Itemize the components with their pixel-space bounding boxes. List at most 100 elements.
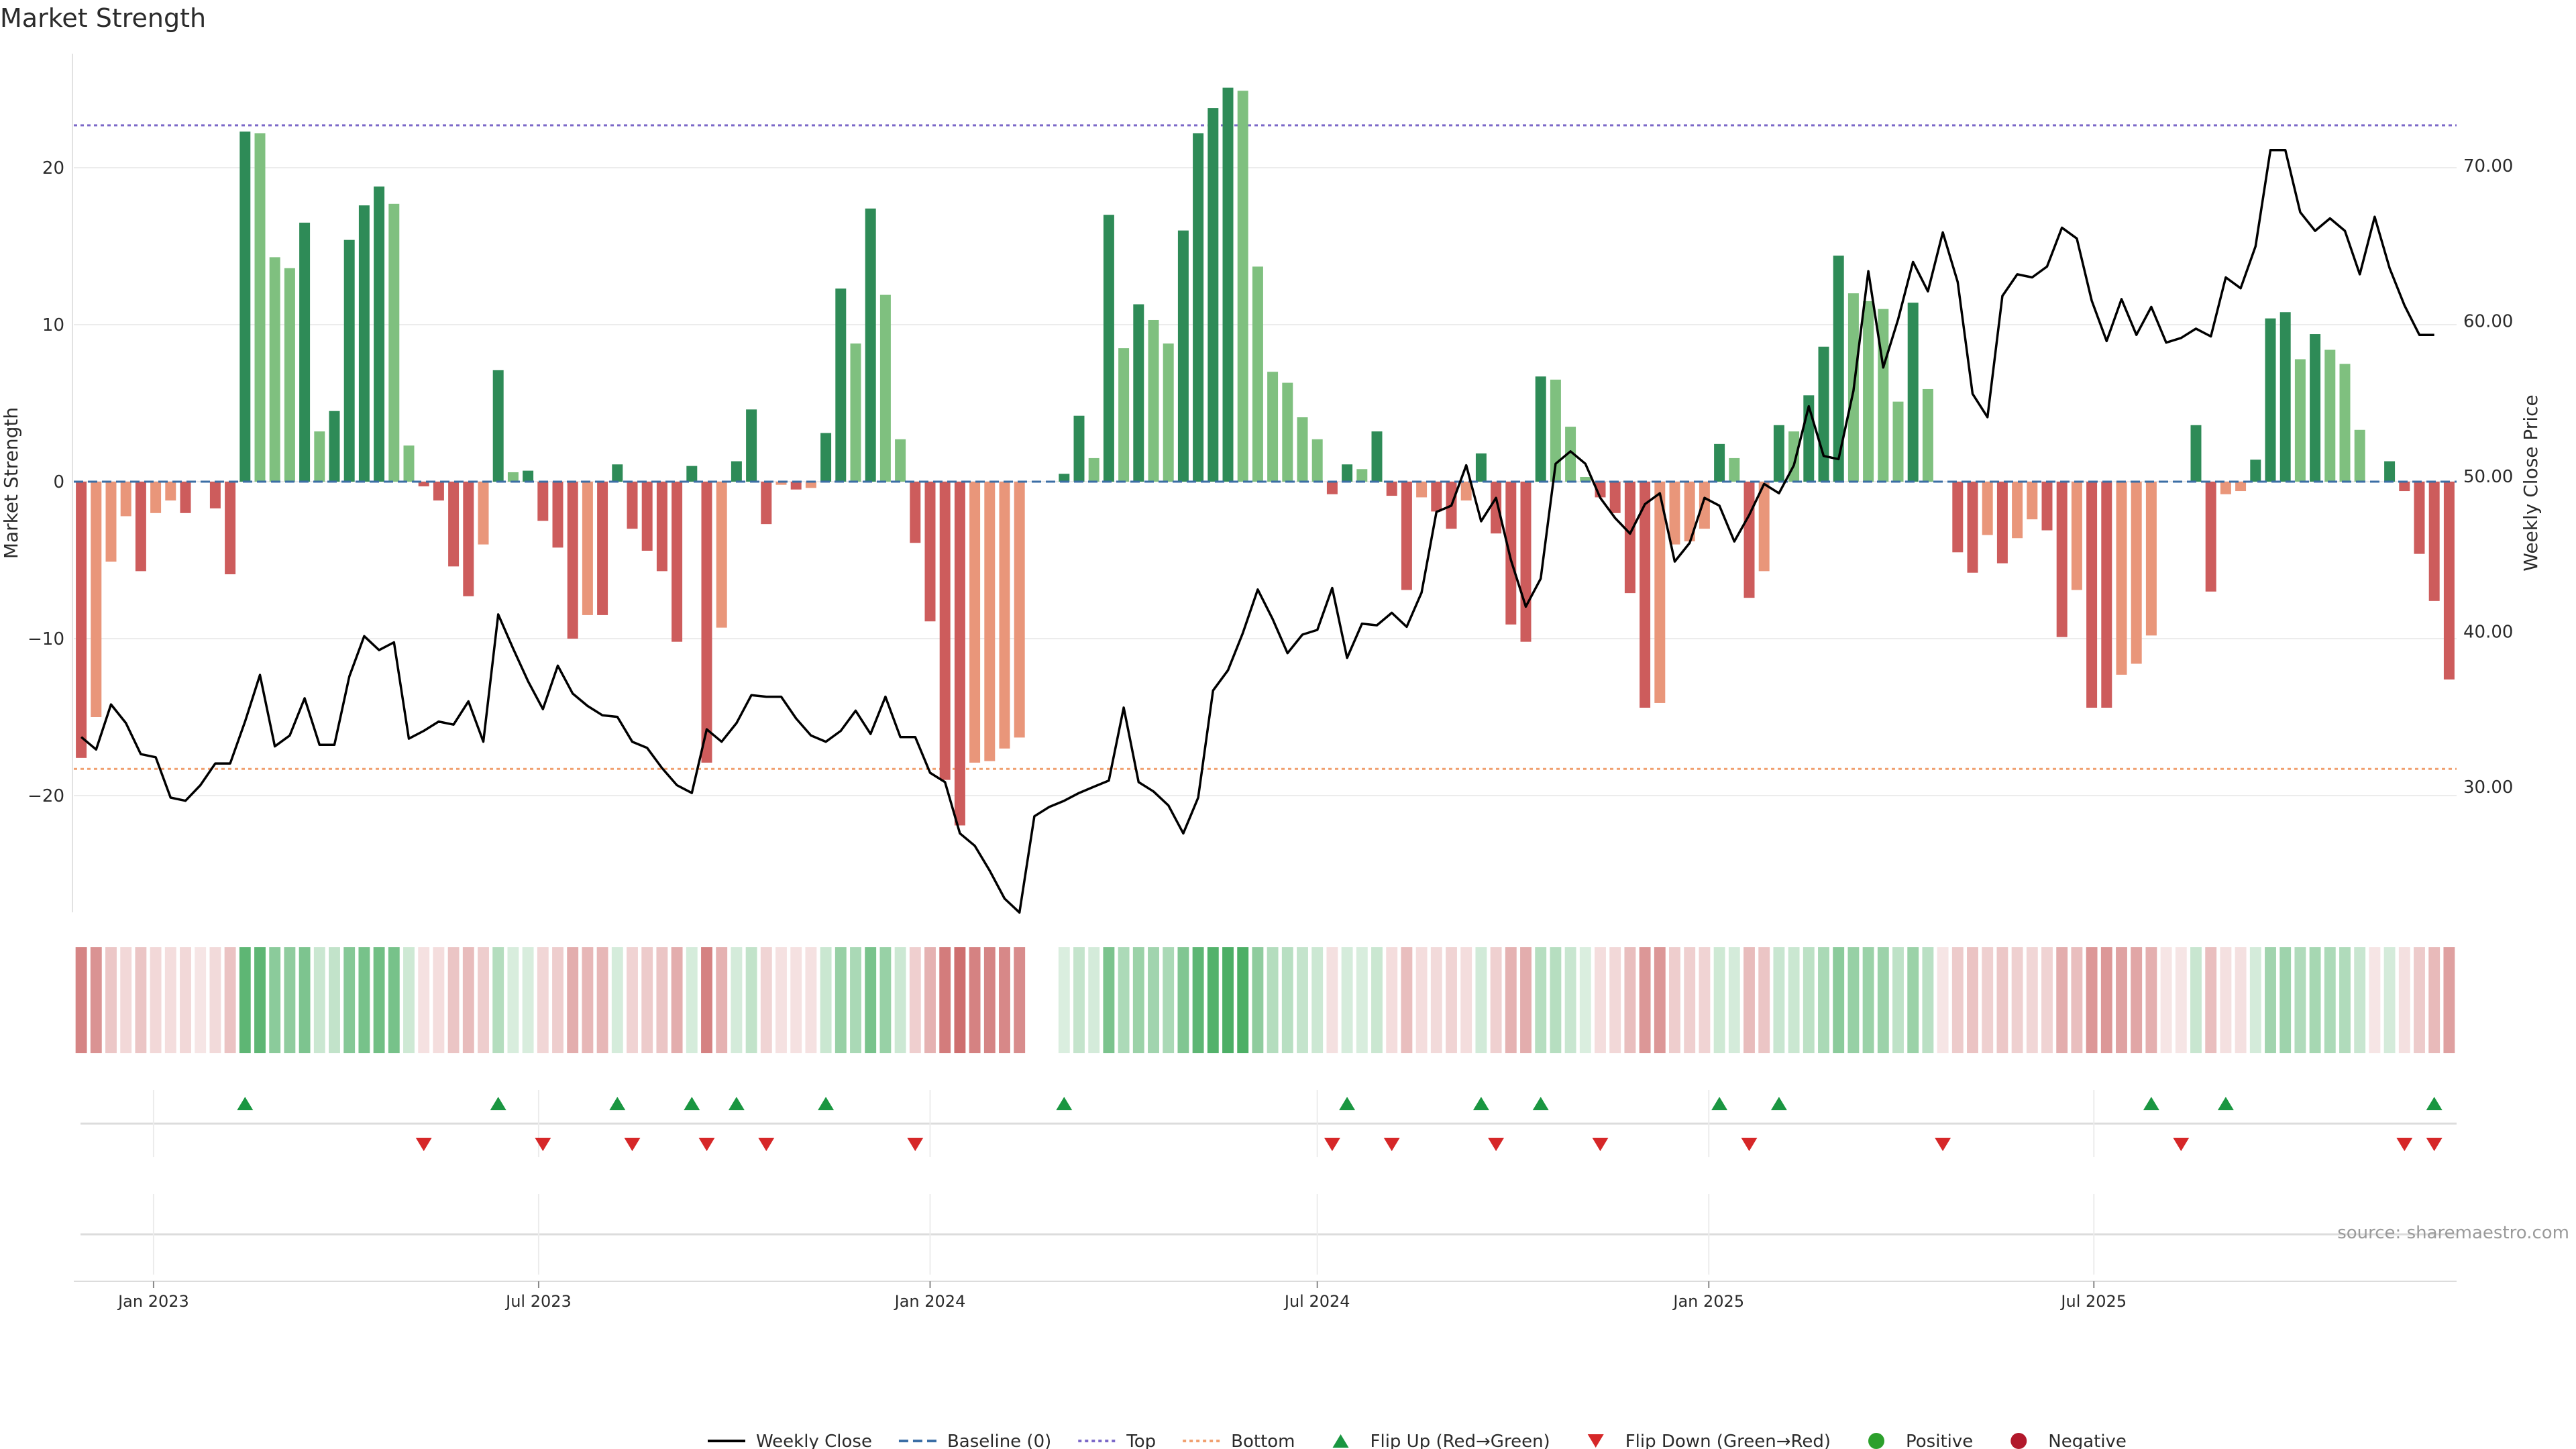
- strip-cell: [2131, 947, 2143, 1053]
- strength-bar: [1982, 482, 1993, 535]
- strip-cell: [1222, 947, 1234, 1053]
- strip-cell: [1699, 947, 1711, 1053]
- strength-bar: [463, 482, 474, 596]
- strip-cell: [2160, 947, 2172, 1053]
- strip-cell: [1401, 947, 1413, 1053]
- strength-bar: [1580, 476, 1591, 482]
- strength-bar: [2086, 482, 2098, 708]
- x-tick-label: Jul 2023: [504, 1292, 572, 1311]
- strength-bar: [835, 288, 847, 482]
- strength-bar: [1237, 91, 1248, 482]
- strength-bar: [1833, 256, 1844, 482]
- strip-cell: [1579, 947, 1591, 1053]
- strip-cell: [641, 947, 653, 1053]
- strength-bar: [1922, 388, 1933, 482]
- strength-bar: [507, 472, 519, 482]
- strength-bar: [1967, 482, 1978, 573]
- legend-label: Flip Up (Red→Green): [1371, 1432, 1550, 1449]
- strength-bar: [403, 445, 415, 482]
- strip-cell: [254, 947, 266, 1053]
- strength-bar: [1699, 482, 1710, 529]
- strip-cell: [2205, 947, 2217, 1053]
- strip-cell: [2235, 947, 2247, 1053]
- strength-bar: [1729, 458, 1740, 482]
- strip-cell: [2100, 947, 2112, 1053]
- strip-cell: [1982, 947, 1994, 1053]
- strip-cell: [239, 947, 251, 1053]
- strength-bar: [284, 268, 295, 482]
- strip-cell: [2398, 947, 2410, 1053]
- strip-cell: [1609, 947, 1621, 1053]
- strength-bar: [1892, 401, 1904, 482]
- strength-bar: [254, 133, 266, 482]
- strength-bar: [775, 482, 787, 485]
- strip-cell: [805, 947, 817, 1053]
- strip-cell: [627, 947, 638, 1053]
- legend-flip-down-icon: [1587, 1434, 1604, 1448]
- y2-tick-label: 40.00: [2463, 622, 2513, 642]
- flip-up-marker: [1472, 1097, 1489, 1110]
- strip-cell: [2414, 947, 2425, 1053]
- strength-bar: [2220, 482, 2231, 494]
- strip-cell: [209, 947, 221, 1053]
- strip-cell: [313, 947, 325, 1053]
- strength-bar: [1684, 482, 1695, 541]
- strip-cell: [894, 947, 906, 1053]
- strip-cell: [969, 947, 981, 1053]
- strength-bar: [1431, 482, 1442, 512]
- strip-cell: [269, 947, 281, 1053]
- strip-cell: [1996, 947, 2008, 1053]
- strength-bar: [879, 294, 891, 482]
- strip-cell: [299, 947, 311, 1053]
- strip-cell: [195, 947, 207, 1053]
- strength-bar: [1326, 482, 1338, 494]
- strength-bar: [135, 482, 146, 572]
- strip-cell: [865, 947, 877, 1053]
- strength-bar: [612, 464, 623, 482]
- strength-bar: [1609, 482, 1621, 513]
- strip-cell: [596, 947, 608, 1053]
- strength-bar: [478, 482, 489, 545]
- strength-bar: [239, 131, 251, 482]
- strip-cell: [1163, 947, 1175, 1053]
- strength-bar: [1088, 458, 1099, 482]
- legend-symbol: [1868, 1433, 1885, 1449]
- x-tick-label: Jan 2025: [1672, 1292, 1744, 1311]
- strip-cell: [478, 947, 489, 1053]
- strip-cell: [1148, 947, 1159, 1053]
- strength-bar: [865, 208, 876, 482]
- strip-cell: [2175, 947, 2187, 1053]
- strength-bar: [1640, 482, 1651, 708]
- strip-cell: [2071, 947, 2083, 1053]
- strip-cell: [1014, 947, 1026, 1053]
- strength-bar: [805, 482, 816, 488]
- y2-ticks: 30.00 40.00 50.00 60.00 70.00: [2463, 156, 2513, 798]
- strength-bar: [2027, 482, 2038, 520]
- strip-cell: [358, 947, 370, 1053]
- legend-label: Weekly Close: [756, 1432, 872, 1449]
- strip-cell: [418, 947, 430, 1053]
- strength-bar: [1743, 482, 1755, 598]
- strip-cell: [1505, 947, 1517, 1053]
- strip-cell: [1490, 947, 1502, 1053]
- legend-symbol: [1587, 1434, 1604, 1448]
- strength-bar: [1773, 425, 1784, 482]
- strength-bar: [627, 482, 638, 529]
- strip-cell: [656, 947, 668, 1053]
- strength-bar: [1863, 301, 1874, 482]
- strip-cell: [686, 947, 698, 1053]
- strength-bar: [1714, 443, 1725, 482]
- strength-bar: [1505, 482, 1517, 625]
- x-ticks: Jan 2023 Jul 2023 Jan 2024 Jul 2024 Jan 2025…: [117, 1281, 2127, 1311]
- strip-cell: [2354, 947, 2366, 1053]
- strip-cell: [1058, 947, 1070, 1053]
- strip-cell: [1475, 947, 1487, 1053]
- strip-cell: [1624, 947, 1636, 1053]
- strip-cell: [1177, 947, 1189, 1053]
- flip-up-marker: [2426, 1097, 2443, 1110]
- strength-bar: [492, 370, 504, 482]
- strength-bar: [761, 482, 772, 525]
- flip-down-marker: [624, 1138, 641, 1151]
- strip-cell: [2220, 947, 2232, 1053]
- strip-cell: [1132, 947, 1144, 1053]
